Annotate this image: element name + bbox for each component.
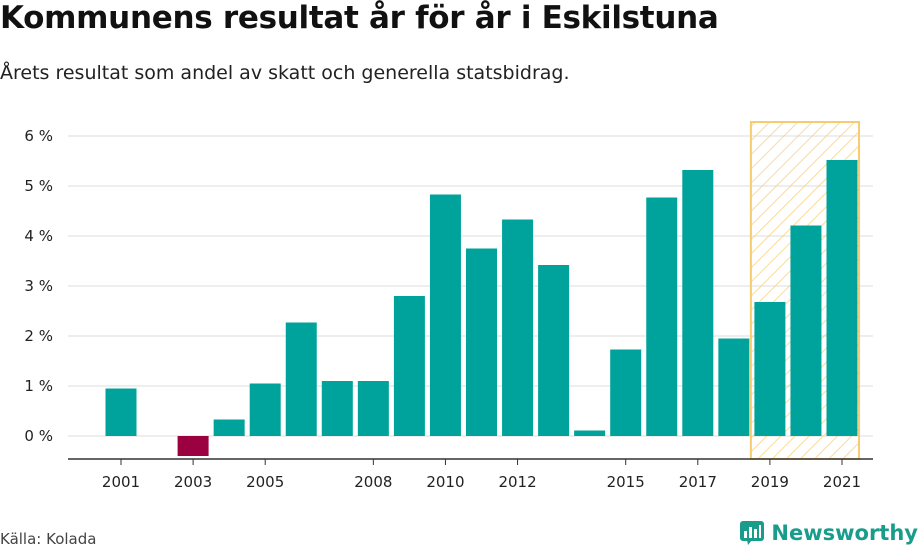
x-tick-label: 2001 [102, 473, 140, 491]
y-tick-label: 6 % [24, 127, 53, 145]
bars [105, 160, 858, 456]
bar-2018 [718, 338, 750, 436]
bar-2019 [754, 302, 786, 436]
y-tick-label: 2 % [24, 327, 53, 345]
bar-2001 [105, 388, 137, 436]
bar-2017 [682, 170, 714, 436]
chart-bubble-icon [740, 521, 765, 545]
y-tick-label: 5 % [24, 177, 53, 195]
chart-title: Kommunens resultat år för år i Eskilstun… [0, 0, 719, 36]
newsworthy-logo[interactable]: Newsworthy [739, 520, 918, 546]
bar-2009 [393, 296, 425, 436]
x-tick-label: 2003 [174, 473, 212, 491]
bar-2012 [502, 219, 534, 436]
bar-2011 [466, 248, 497, 436]
x-tick-label: 2005 [246, 473, 284, 491]
y-tick-label: 0 % [24, 427, 53, 445]
bar-2008 [357, 381, 389, 436]
bar-2005 [249, 383, 281, 436]
x-tick-label: 2017 [679, 473, 717, 491]
bar-2021 [826, 160, 858, 436]
bar-2006 [285, 322, 317, 436]
bar-2004 [213, 419, 245, 436]
y-tick-label: 3 % [24, 277, 53, 295]
x-axis-labels: 2001 2003 2005 2008 2010 2012 2015 2017 2019 2021 [102, 473, 861, 491]
x-tick-label: 2012 [498, 473, 536, 491]
y-axis-labels: 0 % 1 % 2 % 3 % 4 % 5 % 6 % [24, 127, 53, 445]
y-tick-label: 1 % [24, 377, 53, 395]
chart-subtitle: Årets resultat som andel av skatt och ge… [0, 62, 570, 84]
bar-2013 [538, 265, 570, 436]
x-tick-label: 2019 [751, 473, 789, 491]
x-tick-label: 2021 [823, 473, 861, 491]
x-tick-label: 2008 [354, 473, 392, 491]
source-note: Källa: Kolada [0, 530, 97, 548]
bar-2010 [429, 194, 461, 436]
bar-2003 [177, 436, 209, 456]
bar-2007 [321, 381, 353, 436]
x-tick-label: 2015 [607, 473, 645, 491]
brand-name: Newsworthy [771, 521, 918, 545]
bar-2014 [574, 430, 606, 436]
bar-2016 [646, 197, 678, 436]
x-tick-label: 2010 [426, 473, 464, 491]
x-axis [68, 458, 873, 465]
bar-2020 [790, 225, 822, 436]
bar-2015 [610, 349, 642, 436]
y-tick-label: 4 % [24, 227, 53, 245]
